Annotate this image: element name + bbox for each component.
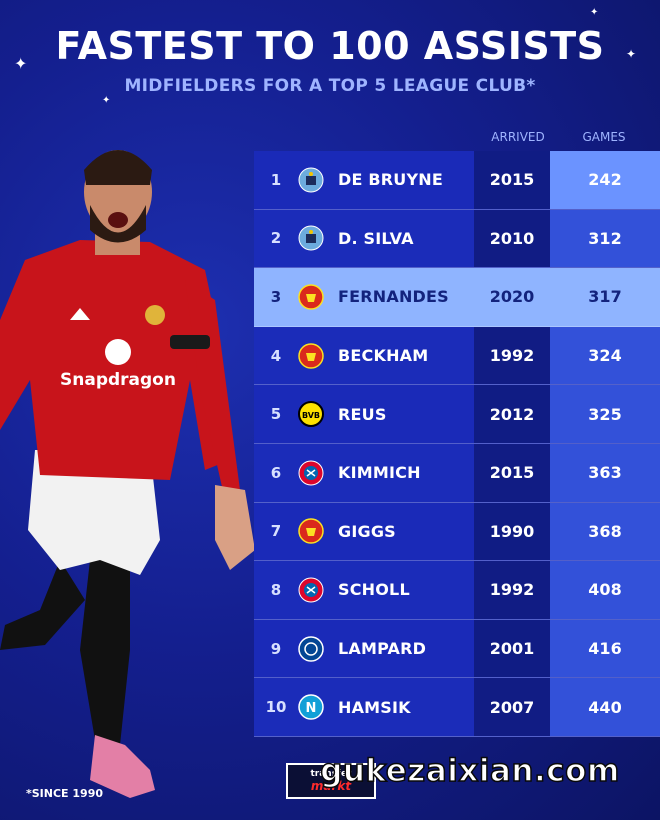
arrived-year: 2012	[474, 385, 550, 443]
arrived-year: 2001	[474, 619, 550, 678]
player-photo: Snapdragon	[0, 150, 255, 798]
page-title: FASTEST TO 100 ASSISTS	[55, 24, 605, 68]
table-row: 7 GIGGS 1990 368	[254, 502, 660, 562]
table-row: 6 KIMMICH 2015 363	[254, 443, 660, 503]
column-header-arrived: ARRIVED	[491, 130, 545, 144]
player-name: HAMSIK	[338, 697, 411, 717]
svg-text:BVB: BVB	[302, 411, 320, 420]
player-name: D. SILVA	[338, 228, 414, 248]
rank-number: 6	[270, 463, 282, 482]
column-header-games: GAMES	[582, 130, 626, 144]
table-row: 10 N HAMSIK 2007 440	[254, 678, 660, 737]
rank-number: 1	[270, 170, 282, 189]
arrived-year: 2015	[474, 443, 550, 502]
rank-number: 7	[270, 522, 282, 541]
rank-number: 3	[270, 287, 282, 306]
table-row: 8 SCHOLL 1992 408	[254, 561, 660, 620]
logo-line-2: markt	[310, 779, 352, 793]
arrived-year: 1992	[474, 561, 550, 619]
bayern-crest-icon	[298, 460, 324, 486]
games-count: 242	[550, 151, 660, 209]
bayern-crest-icon	[298, 577, 324, 603]
games-count: 312	[550, 209, 660, 268]
player-name: KIMMICH	[338, 463, 421, 483]
arrived-year: 2020	[489, 287, 535, 307]
sparkle-icon: ✦	[102, 95, 111, 106]
arrived-year: 2007	[474, 678, 550, 736]
table-row: 2 D. SILVA 2010 312	[254, 209, 660, 269]
rank-number: 8	[270, 580, 282, 599]
man-city-crest-icon	[298, 167, 324, 193]
player-name: REUS	[338, 404, 387, 424]
player-name: LAMPARD	[338, 639, 427, 659]
watermark: gukezaixian.com	[319, 752, 620, 790]
arrived-year: 1992	[474, 326, 550, 385]
games-count: 363	[550, 443, 660, 502]
arrived-year: 2015	[474, 151, 550, 209]
sparkle-icon: ✦	[14, 54, 28, 73]
games-count: 324	[550, 326, 660, 385]
page-subtitle: MIDFIELDERS FOR A TOP 5 LEAGUE CLUB*	[124, 76, 536, 96]
chelsea-crest-icon	[298, 635, 324, 662]
header: FASTEST TO 100 ASSISTS MIDFIELDERS FOR A…	[0, 24, 660, 96]
ranking-table: 1 DE BRUYNE 2015 242 2 D. SILVA 2010 312…	[254, 151, 660, 737]
games-count: 440	[550, 678, 660, 736]
man-united-crest-icon	[298, 518, 324, 545]
table-row: 9 LAMPARD 2001 416	[254, 619, 660, 679]
rank-number: 9	[270, 639, 282, 658]
games-count: 408	[550, 561, 660, 619]
games-count: 325	[550, 385, 660, 443]
table-row: 1 DE BRUYNE 2015 242	[254, 151, 660, 210]
rank-number: 4	[270, 346, 282, 365]
games-count: 416	[550, 619, 660, 678]
table-row: 3 FERNANDES 2020 317	[254, 268, 660, 327]
games-count: 368	[550, 502, 660, 561]
footnote: *SINCE 1990	[26, 787, 104, 800]
dortmund-crest-icon: BVB	[298, 401, 324, 428]
arrived-year: 2010	[474, 209, 550, 268]
games-count: 317	[588, 287, 622, 307]
man-city-crest-icon	[298, 225, 324, 251]
player-name: GIGGS	[338, 521, 396, 541]
sparkle-icon: ✦	[590, 7, 599, 18]
table-row: 5 BVB REUS 2012 325	[254, 385, 660, 444]
player-name: FERNANDES	[338, 287, 449, 307]
rank-number: 5	[270, 405, 282, 424]
arrived-year: 1990	[474, 502, 550, 561]
table-row: 4 BECKHAM 1992 324	[254, 326, 660, 386]
svg-text:Snapdragon: Snapdragon	[60, 370, 176, 390]
player-name: DE BRUYNE	[338, 170, 443, 190]
logo-line-1: transfer	[310, 769, 352, 779]
napoli-crest-icon: N	[298, 694, 324, 720]
transfermarkt-logo: transfer markt	[286, 763, 376, 799]
player-name: BECKHAM	[338, 346, 429, 366]
man-united-crest-icon	[298, 284, 324, 310]
rank-number: 10	[265, 698, 287, 717]
rank-number: 2	[270, 229, 282, 248]
man-united-crest-icon	[298, 342, 324, 369]
svg-text:N: N	[306, 701, 317, 716]
sparkle-icon: ✦	[626, 47, 637, 61]
player-name: SCHOLL	[338, 580, 410, 600]
